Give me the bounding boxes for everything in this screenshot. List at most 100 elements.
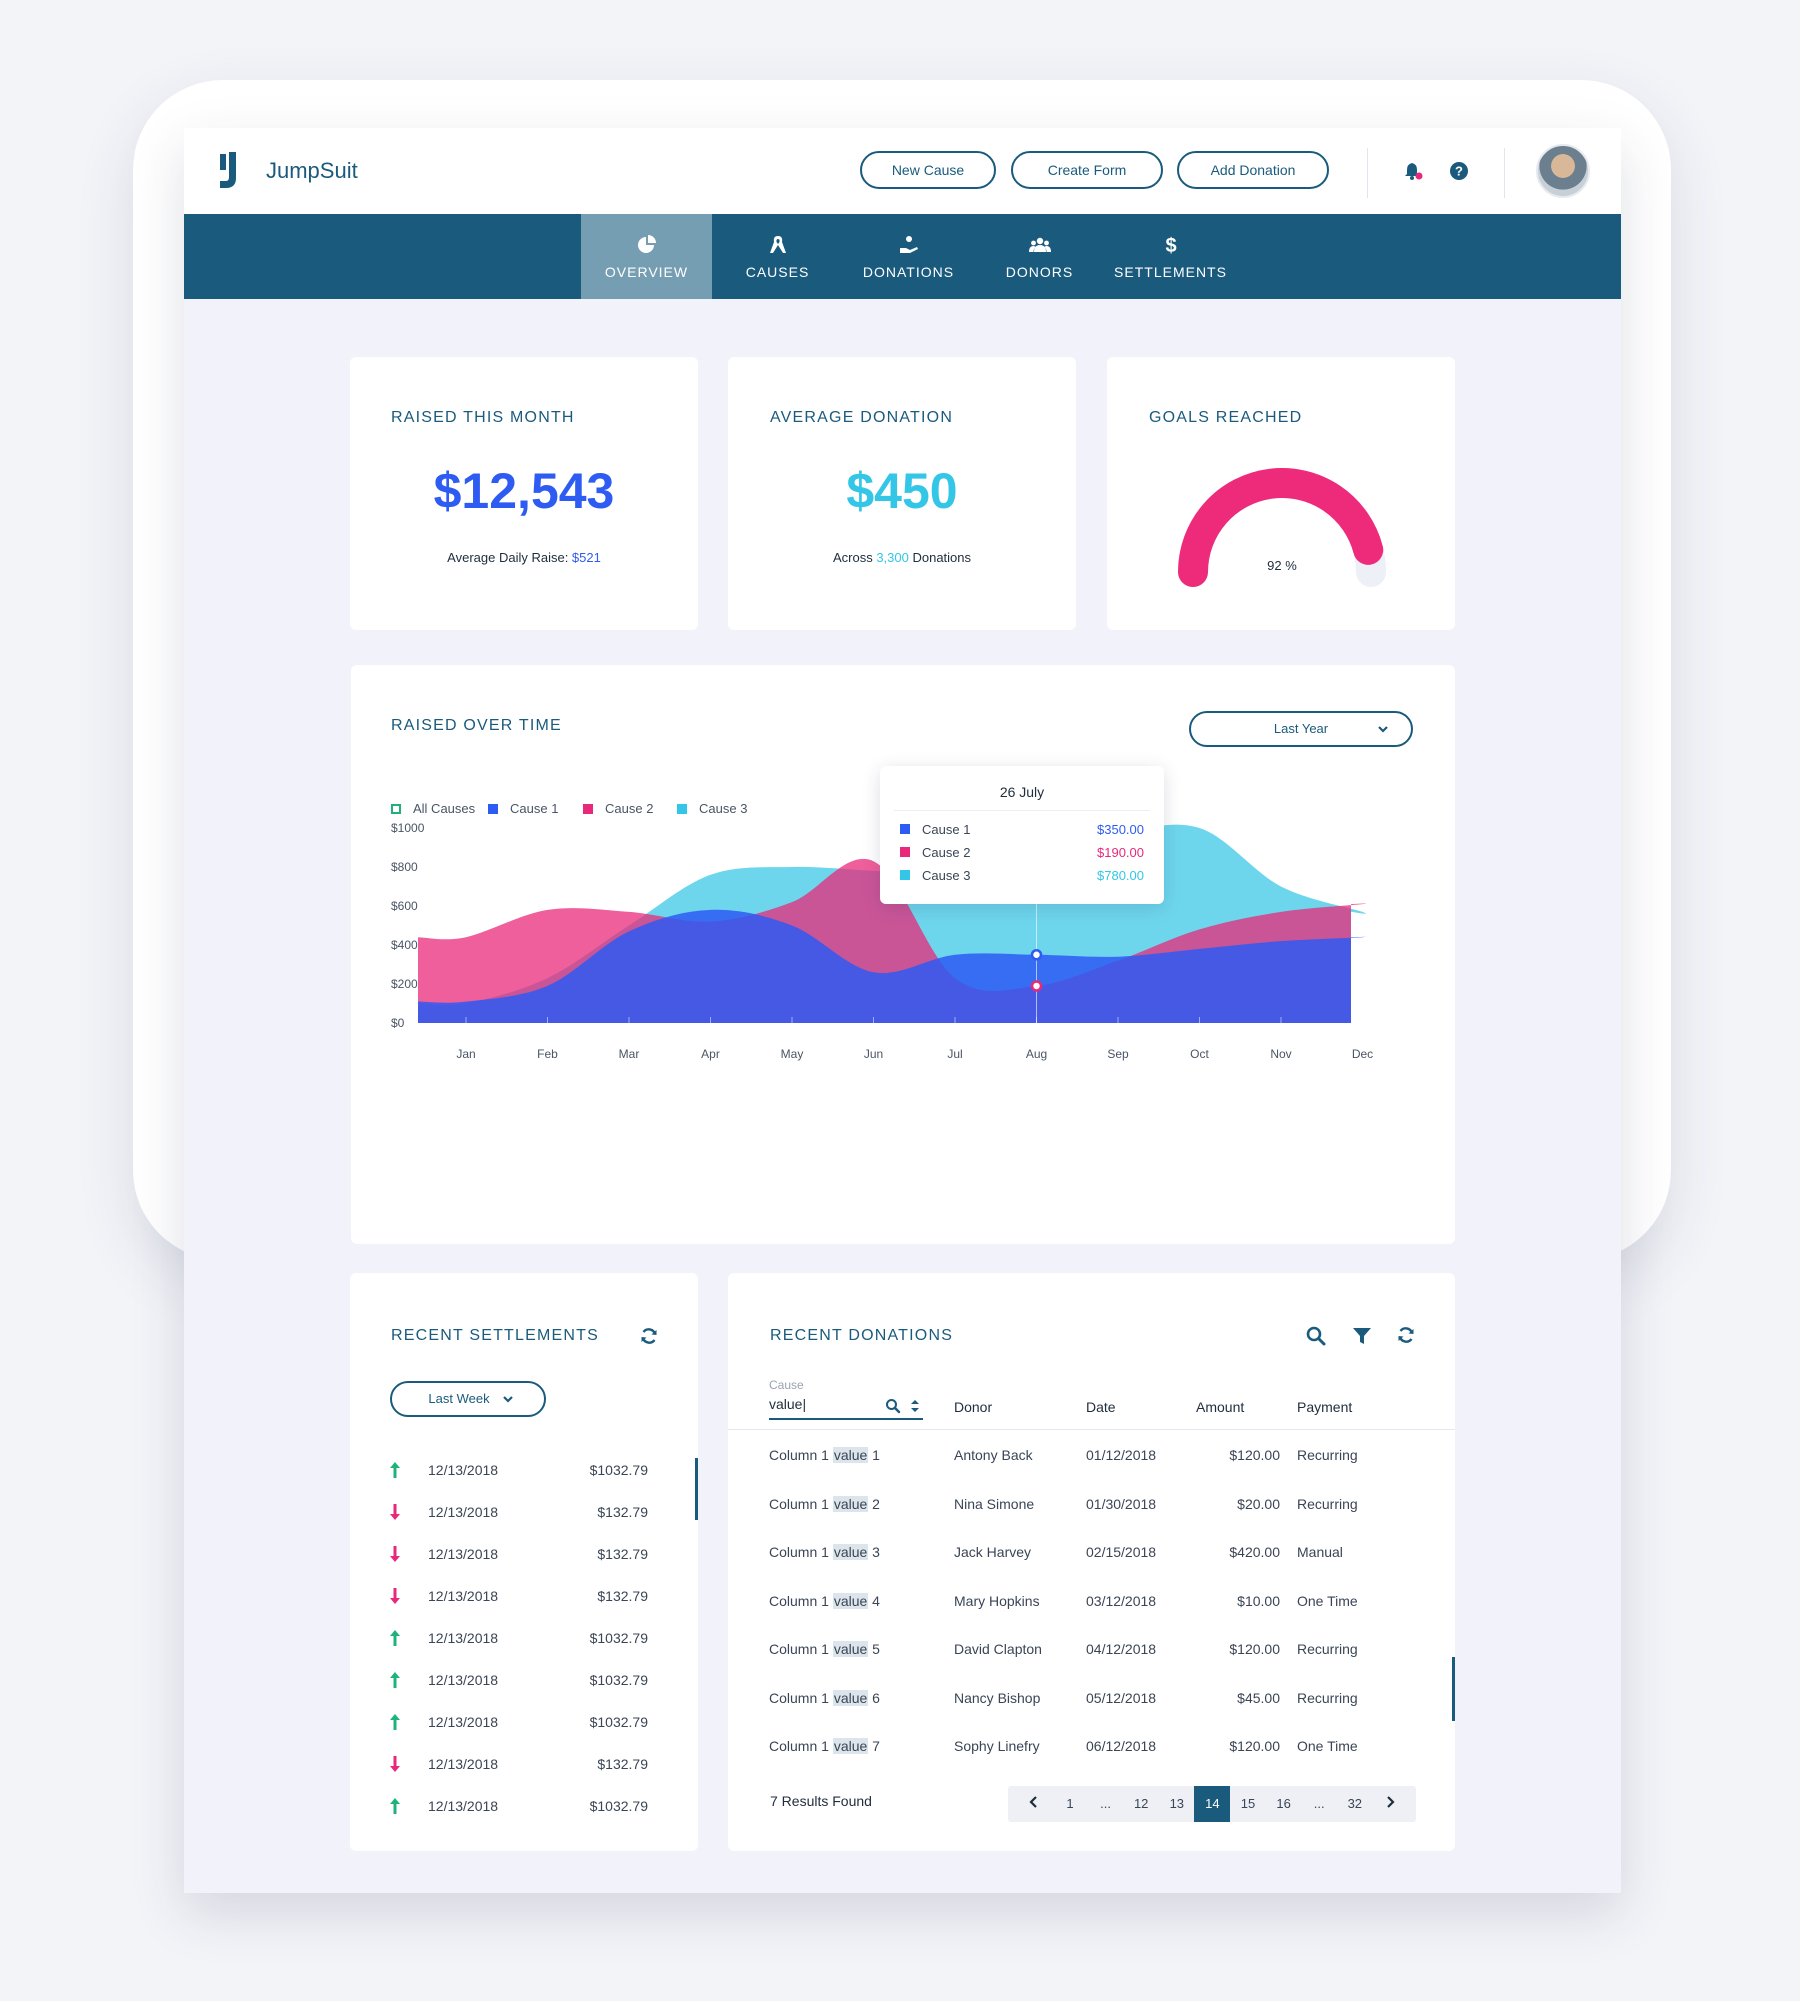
page-ellipsis: ... [1313,1796,1325,1811]
range-dropdown[interactable]: Last Year [1189,711,1413,747]
payment-cell: Recurring [1297,1495,1358,1512]
cause-cell: Column 1 value 6 [769,1689,880,1706]
settlement-row[interactable]: 12/13/2018 $132.79 [388,1544,648,1564]
settlement-row[interactable]: 12/13/2018 $1032.79 [388,1628,648,1648]
amount-cell: $45.00 [1237,1689,1280,1706]
main-nav: OVERVIEW CAUSES DONATIONS DONORS $ S [184,214,1621,299]
search-icon[interactable] [885,1398,901,1414]
settlement-row[interactable]: 12/13/2018 $1032.79 [388,1460,648,1480]
settlements-range-dropdown[interactable]: Last Week [390,1381,546,1417]
settlement-row[interactable]: 12/13/2018 $132.79 [388,1502,648,1522]
cause-cell: Column 1 value 4 [769,1592,880,1609]
settlement-row[interactable]: 12/13/2018 $1032.79 [388,1670,648,1690]
average-daily-label: Average Daily Raise: [447,550,572,565]
cause-suffix: 3 [868,1544,880,1560]
payment-cell: One Time [1297,1738,1358,1754]
column-header-payment[interactable]: Payment [1297,1399,1353,1415]
page-button[interactable]: 32 [1347,1796,1363,1811]
hover-point[interactable] [1030,980,1043,992]
settlement-amount: $1032.79 [589,1672,648,1688]
column-header-date[interactable]: Date [1086,1399,1116,1415]
scrollbar[interactable] [695,1458,698,1520]
hover-point[interactable] [1030,949,1043,961]
tooltip-swatch [900,824,910,834]
gauge-fill [1178,468,1384,587]
x-tick-label: Oct [1190,1047,1209,1061]
search-icon[interactable] [1305,1325,1327,1347]
scrollbar[interactable] [1452,1657,1455,1721]
settlement-row[interactable]: 12/13/2018 $132.79 [388,1586,648,1606]
user-avatar[interactable] [1536,144,1590,198]
payment-cell: Manual [1297,1544,1343,1560]
refresh-icon[interactable] [1396,1325,1416,1345]
nav-settlements[interactable]: $ SETTLEMENTS [1105,214,1236,299]
settlement-date: 12/13/2018 [428,1462,499,1478]
cause-cell: Column 1 value 1 [769,1447,880,1463]
results-count: 7 Results Found [770,1793,872,1809]
payment-cell: Recurring [1297,1447,1358,1463]
arrow-down-icon [390,1588,400,1604]
help-icon[interactable]: ? [1448,160,1470,182]
cause-filter-input[interactable]: value| [769,1396,923,1420]
tooltip-series-value: $350.00 [1097,822,1144,837]
page-button[interactable]: 1 [1066,1796,1074,1811]
legend-all-causes[interactable]: All Causes [391,801,475,816]
legend-cause-1[interactable]: Cause 1 [488,801,558,816]
x-tick-label: Mar [619,1047,640,1061]
column-header-amount[interactable]: Amount [1196,1399,1245,1415]
filter-icon[interactable] [1351,1325,1373,1347]
settlement-row[interactable]: 12/13/2018 $1032.79 [388,1796,648,1816]
page-button[interactable]: 14 [1194,1786,1231,1822]
cause-cell: Column 1 value 3 [769,1544,880,1560]
x-tick-label: Nov [1270,1047,1291,1061]
legend-swatch [583,804,593,814]
page-button[interactable]: 12 [1133,1796,1149,1811]
cause-highlight: value [832,1738,869,1754]
chart-tooltip: 26 July Cause 1 $350.00 Cause 2 $190.00 Ca… [880,766,1164,904]
legend-cause-3[interactable]: Cause 3 [677,801,747,816]
page-button[interactable]: 15 [1240,1796,1256,1811]
page-button[interactable]: 16 [1276,1796,1291,1811]
next-page-button[interactable] [1372,1786,1408,1822]
chevron-down-icon [1378,726,1388,733]
card-title: GOALS REACHED [1149,409,1303,426]
nav-causes[interactable]: CAUSES [712,214,843,299]
sort-icon[interactable] [909,1398,921,1414]
x-tick-label: Jan [456,1047,475,1061]
cause-highlight: value [832,1544,869,1560]
tooltip-swatch [900,847,910,857]
add-donation-button[interactable]: Add Donation [1177,151,1329,189]
donations-count: Across 3,300 Donations [728,550,1076,565]
donor-cell: Mary Hopkins [954,1592,1040,1609]
nav-overview[interactable]: OVERVIEW [581,214,712,299]
donor-cell: Nancy Bishop [954,1689,1041,1706]
settlement-date: 12/13/2018 [428,1798,499,1814]
area-chart[interactable]: $0 $200 $400 $600 $800 $1000 Jan Feb Mar Apr May Ju… [351,665,1455,1244]
settlement-row[interactable]: 12/13/2018 $132.79 [388,1754,648,1774]
legend-label: Cause 1 [510,801,559,816]
tooltip-series-value: $190.00 [1097,845,1144,860]
nav-donations[interactable]: DONATIONS [843,214,974,299]
settlements-title: RECENT SETTLEMENTS [391,1327,599,1344]
payment-cell: Recurring [1297,1641,1358,1657]
settlement-row[interactable]: 12/13/2018 $1032.79 [388,1712,648,1732]
column-header-donor[interactable]: Donor [954,1399,993,1415]
nav-donors[interactable]: DONORS [974,214,1105,299]
arrow-down-icon [390,1756,400,1772]
create-form-button[interactable]: Create Form [1011,151,1163,189]
page-button[interactable]: 13 [1169,1796,1185,1811]
bell-icon[interactable] [1402,160,1424,182]
donor-cell: Jack Harvey [954,1544,1032,1560]
group-icon [1029,237,1051,252]
new-cause-button[interactable]: New Cause [860,151,996,189]
refresh-icon[interactable] [639,1326,659,1346]
dollar-icon: $ [1165,235,1176,256]
legend-swatch [391,804,401,814]
legend-cause-2[interactable]: Cause 2 [583,801,653,816]
prev-page-button[interactable] [1016,1786,1052,1822]
series-area-cause-1[interactable] [418,909,1366,1023]
nav-causes-label: CAUSES [745,264,810,280]
nav-overview-label: OVERVIEW [604,264,689,280]
y-tick-label: $600 [391,899,418,913]
settlement-date: 12/13/2018 [428,1756,499,1772]
